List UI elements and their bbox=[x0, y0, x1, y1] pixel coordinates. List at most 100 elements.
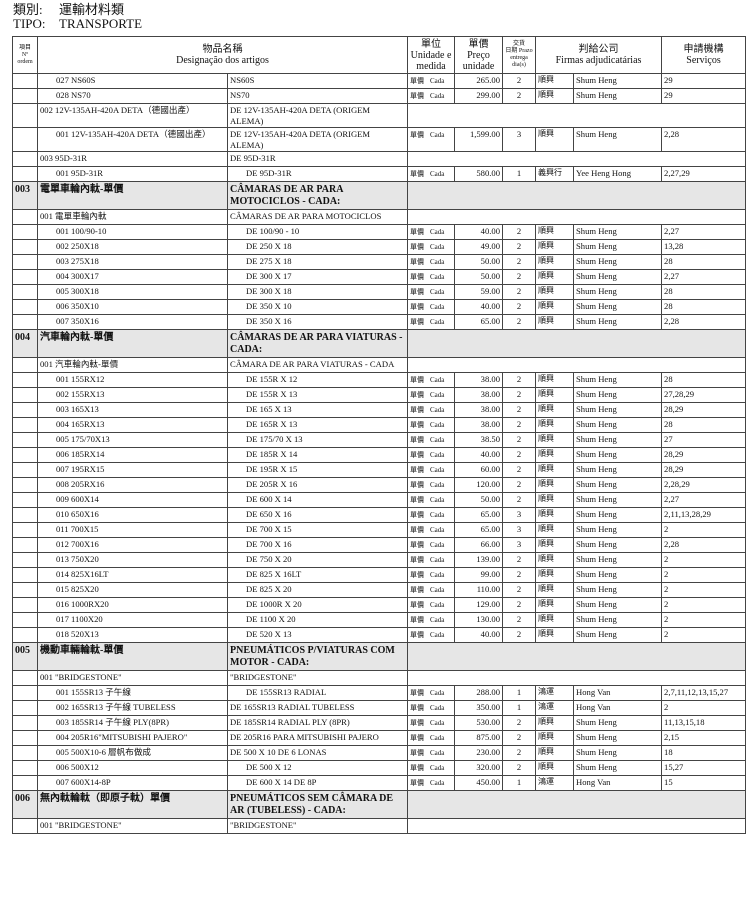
section-pt: PNEUMÁTICOS SEM CÂMARA DE AR (TUBELESS) … bbox=[226, 790, 409, 819]
services: 15,27 bbox=[661, 760, 747, 776]
firm-zh: 義興行 bbox=[535, 166, 575, 182]
item-code: 205RX16 bbox=[71, 479, 105, 489]
cell bbox=[12, 462, 38, 478]
item-pt: DE 155R X 13 bbox=[226, 387, 409, 403]
firm-zh: 順興 bbox=[535, 88, 575, 104]
header-line: ordem bbox=[17, 58, 33, 65]
firm-zh: 順興 bbox=[535, 507, 575, 523]
unit: 單價 Cada bbox=[407, 567, 456, 583]
group-pt: "BRIDGESTONE" bbox=[226, 818, 409, 834]
item-no: 001 bbox=[56, 374, 69, 384]
price: 450.00 bbox=[454, 775, 504, 791]
price: 49.00 bbox=[454, 239, 504, 255]
col-unit: 單位 Unidade e medida bbox=[407, 36, 456, 74]
item-no: 003 bbox=[56, 404, 69, 414]
item-code: 700X16 bbox=[71, 539, 99, 549]
item-row: 027 NS60S NS60S 單價 Cada 265.00 2 順興 Shum Heng 29 bbox=[12, 73, 747, 89]
item-pt: DE 700 X 16 bbox=[226, 537, 409, 553]
firm-en: Shum Heng bbox=[573, 612, 663, 628]
section-row: 005 機動車輛輪軚-單價 PNEUMÁTICOS P/VIATURAS COM M… bbox=[12, 642, 747, 671]
section-no: 005 bbox=[12, 642, 38, 671]
services: 18 bbox=[661, 745, 747, 761]
days: 2 bbox=[502, 627, 537, 643]
item-code: 300X18 bbox=[71, 286, 99, 296]
group-row: 001 "BRIDGESTONE" "BRIDGESTONE" bbox=[12, 670, 747, 686]
unit: 單價 Cada bbox=[407, 224, 456, 240]
price: 99.00 bbox=[454, 567, 504, 583]
header-line: 日期 Prazo bbox=[505, 48, 533, 54]
unit-pt: Cada bbox=[430, 541, 445, 549]
firm-en: Shum Heng bbox=[573, 715, 663, 731]
days: 1 bbox=[502, 166, 537, 182]
unit: 單價 Cada bbox=[407, 507, 456, 523]
unit: 單價 Cada bbox=[407, 417, 456, 433]
firm-zh: 順興 bbox=[535, 447, 575, 463]
unit-pt: Cada bbox=[430, 526, 445, 534]
item-row: 014 825X16LT DE 825 X 16LT 單價 Cada 99.00 2 順興 S… bbox=[12, 567, 747, 583]
col-name: 物品名稱 Designação dos artigos bbox=[36, 36, 409, 74]
firm-zh: 順興 bbox=[535, 73, 575, 89]
cell bbox=[12, 299, 38, 315]
firm-en: Shum Heng bbox=[573, 387, 663, 403]
firm-en: Shum Heng bbox=[573, 88, 663, 104]
item-row: 001 155SR13 子午線 DE 155SR13 RADIAL 單價 Cada 28… bbox=[12, 685, 747, 701]
item-no: 001 bbox=[40, 820, 53, 830]
cell bbox=[12, 597, 38, 613]
unit-zh: 單價 bbox=[410, 451, 425, 459]
firm-en: Shum Heng bbox=[573, 492, 663, 508]
item-code: 520X13 bbox=[71, 629, 99, 639]
unit-zh: 單價 bbox=[410, 541, 425, 549]
cell bbox=[407, 209, 747, 225]
cell bbox=[12, 284, 38, 300]
item-row: 002 250X18 DE 250 X 18 單價 Cada 49.00 2 順興 Shum … bbox=[12, 239, 747, 255]
unit-zh: 單價 bbox=[410, 258, 425, 266]
item-name: 003 185SR14 子午線 PLY(8PR) bbox=[37, 715, 228, 731]
firm-zh: 順興 bbox=[535, 492, 575, 508]
item-name: 013 750X20 bbox=[37, 552, 228, 568]
group-name: 001 汽車輪內軚-單價 bbox=[37, 357, 228, 373]
item-name: 010 650X16 bbox=[37, 507, 228, 523]
firm-zh: 順興 bbox=[535, 417, 575, 433]
item-no: 001 bbox=[56, 168, 69, 178]
unit: 單價 Cada bbox=[407, 627, 456, 643]
item-pt: DE 165SR13 RADIAL TUBELESS bbox=[226, 700, 409, 716]
cell bbox=[12, 670, 38, 686]
item-code: 165RX13 bbox=[71, 419, 105, 429]
section-name: 電單車輪內軚-單價 bbox=[37, 181, 228, 210]
section-blank bbox=[407, 329, 747, 358]
item-pt: DE 195R X 15 bbox=[226, 462, 409, 478]
firm-zh: 鴻運 bbox=[535, 775, 575, 791]
item-name: 005 300X18 bbox=[37, 284, 228, 300]
item-row: 003 165X13 DE 165 X 13 單價 Cada 38.00 2 順興 Shum … bbox=[12, 402, 747, 418]
unit-zh: 單價 bbox=[410, 719, 425, 727]
item-code: 700X15 bbox=[70, 524, 99, 534]
item-code: 95D-31R bbox=[71, 168, 104, 178]
item-no: 007 bbox=[56, 316, 69, 326]
item-pt: DE 650 X 16 bbox=[226, 507, 409, 523]
group-name: 002 12V-135AH-420A DETA（德國出產） bbox=[37, 103, 228, 128]
cell bbox=[12, 88, 38, 104]
unit: 單價 Cada bbox=[407, 269, 456, 285]
item-name: 003 275X18 bbox=[37, 254, 228, 270]
unit-zh: 單價 bbox=[410, 586, 425, 594]
cell bbox=[12, 224, 38, 240]
firm-zh: 順興 bbox=[535, 402, 575, 418]
price: 530.00 bbox=[454, 715, 504, 731]
price: 50.00 bbox=[454, 254, 504, 270]
services: 2,15 bbox=[661, 730, 747, 746]
unit-zh: 單價 bbox=[410, 511, 425, 519]
group-name: 003 95D-31R bbox=[37, 151, 228, 167]
unit: 單價 Cada bbox=[407, 492, 456, 508]
item-row: 002 155RX13 DE 155R X 13 單價 Cada 38.00 2 順興 Shu… bbox=[12, 387, 747, 403]
item-code: 650X16 bbox=[71, 509, 99, 519]
services: 27 bbox=[661, 432, 747, 448]
section-pt: CÂMARAS DE AR PARA VIATURAS - CADA: bbox=[226, 329, 409, 358]
item-name: 011 700X15 bbox=[37, 522, 228, 538]
item-pt: DE 500 X 12 bbox=[226, 760, 409, 776]
firm-en: Shum Heng bbox=[573, 552, 663, 568]
section-no: 006 bbox=[12, 790, 38, 819]
item-pt: DE 350 X 16 bbox=[226, 314, 409, 330]
unit-pt: Cada bbox=[430, 556, 445, 564]
unit: 單價 Cada bbox=[407, 537, 456, 553]
services: 2 bbox=[661, 627, 747, 643]
